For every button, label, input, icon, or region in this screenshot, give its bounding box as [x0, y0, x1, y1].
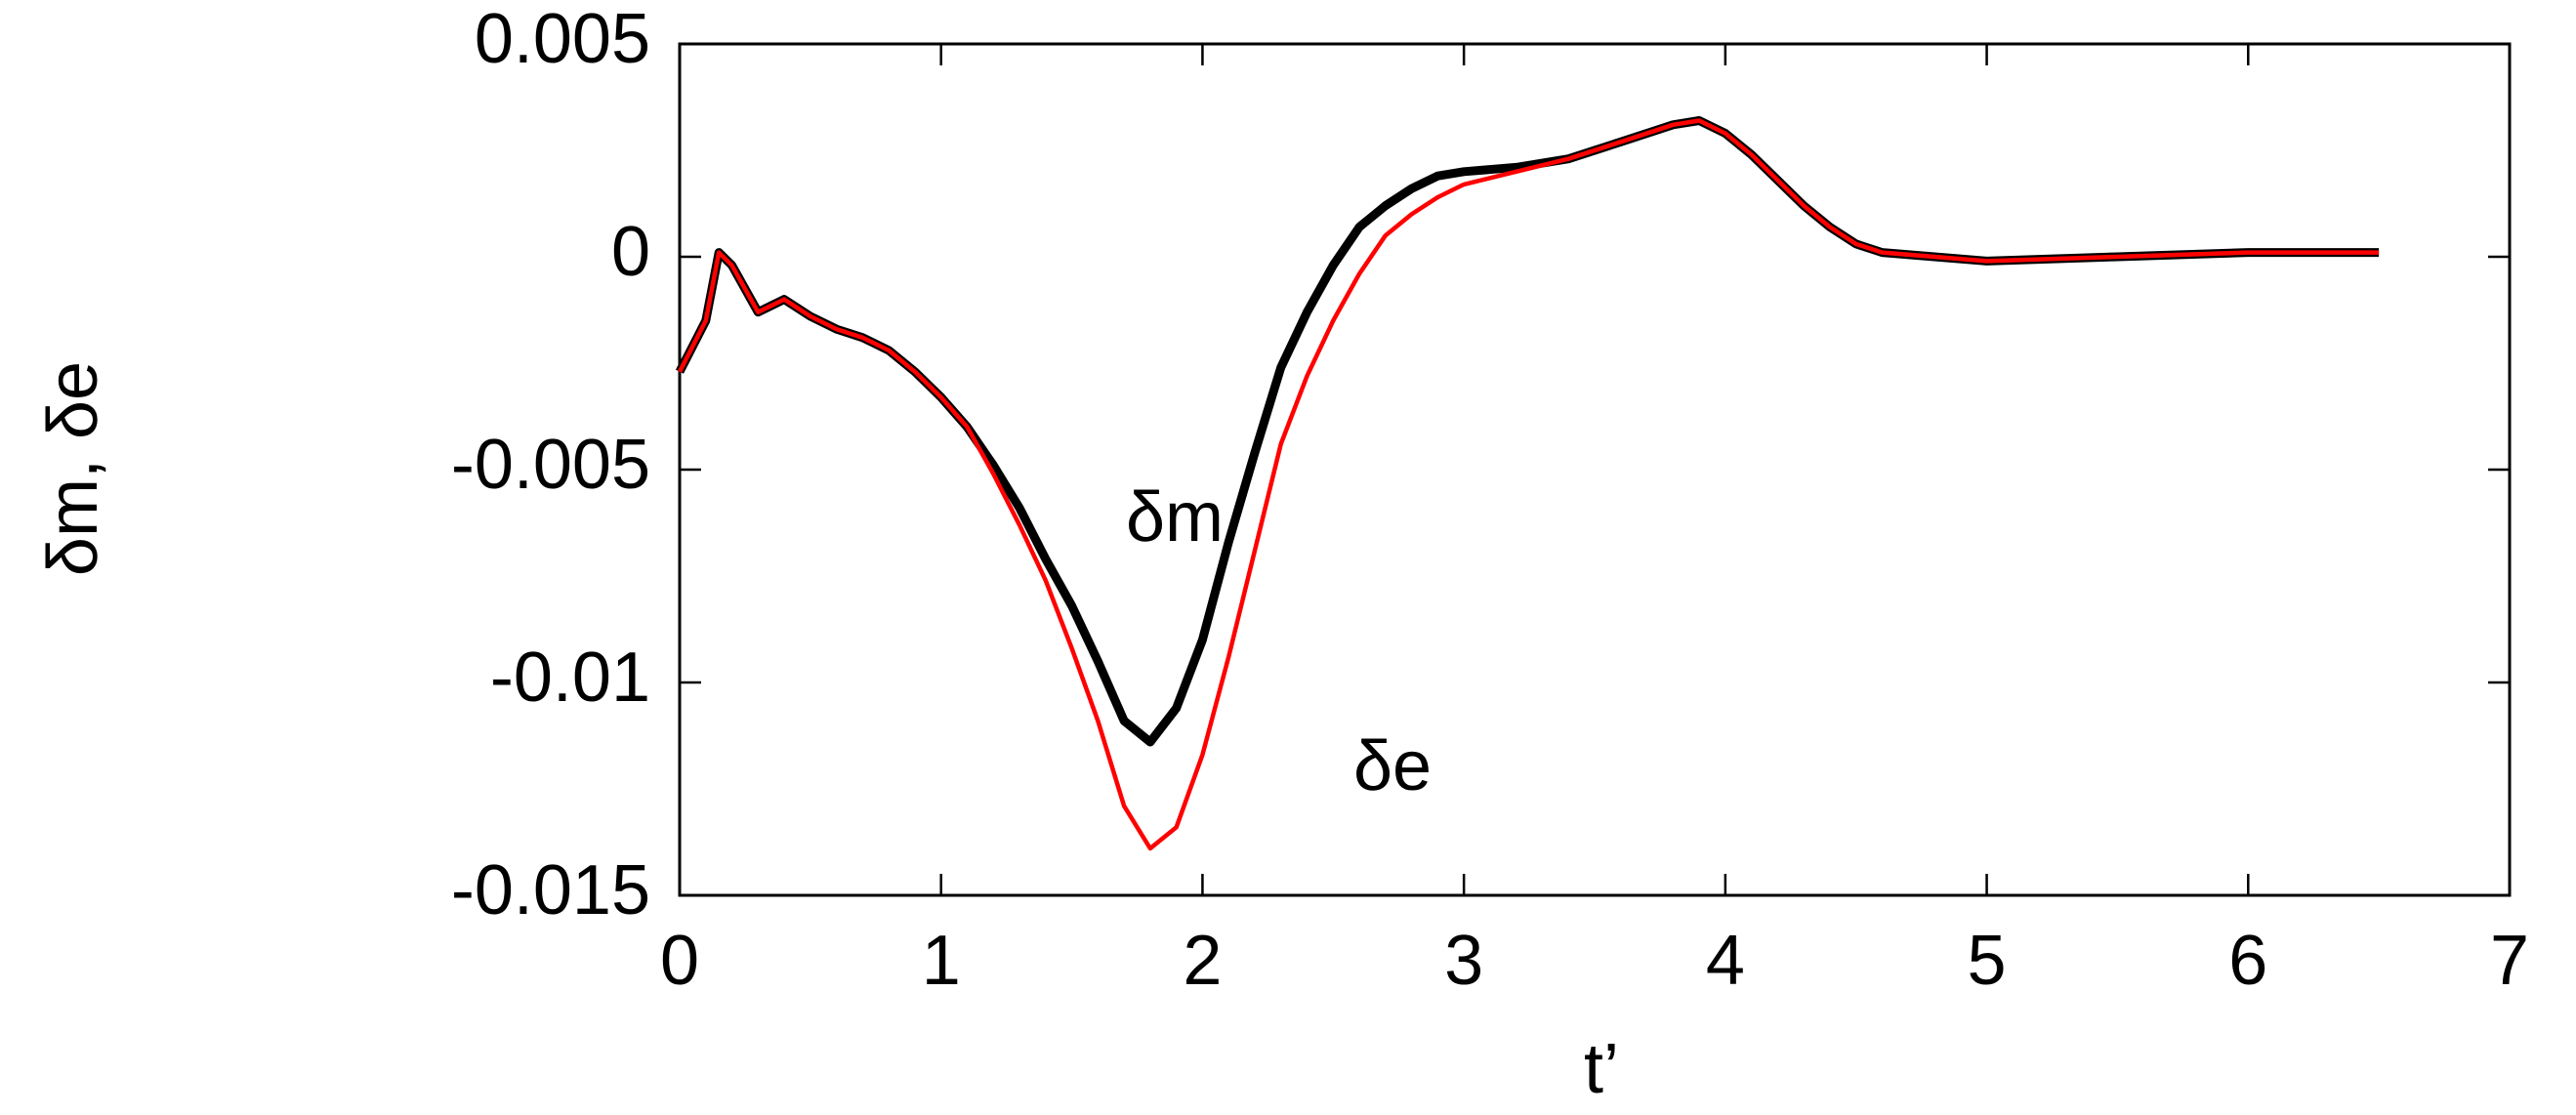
plot-frame	[678, 42, 2512, 897]
y-tick-label: -0.015	[451, 851, 650, 929]
x-tick-label: 6	[2228, 922, 2267, 1000]
y-tick-label: 0	[611, 213, 650, 291]
x-tick-label: 7	[2490, 922, 2529, 1000]
y-tick-label: -0.005	[451, 426, 650, 504]
y-tick-label: 0.005	[475, 0, 650, 78]
y-tick-label: -0.01	[490, 639, 650, 717]
x-axis-label: t’	[1584, 1030, 1619, 1108]
x-tick-label: 5	[1968, 922, 2007, 1000]
x-tick-label: 2	[1183, 922, 1222, 1000]
line-series	[677, 118, 2380, 851]
y-axis-label: δm, δe	[34, 361, 112, 576]
x-tick-label: 3	[1444, 922, 1483, 1000]
series-label: δm	[1126, 478, 1224, 557]
x-tick-label: 4	[1706, 922, 1745, 1000]
x-tick-label: 0	[660, 922, 699, 1000]
x-tick-label: 1	[922, 922, 961, 1000]
line-series	[675, 116, 2380, 747]
series-label: δe	[1353, 727, 1432, 805]
